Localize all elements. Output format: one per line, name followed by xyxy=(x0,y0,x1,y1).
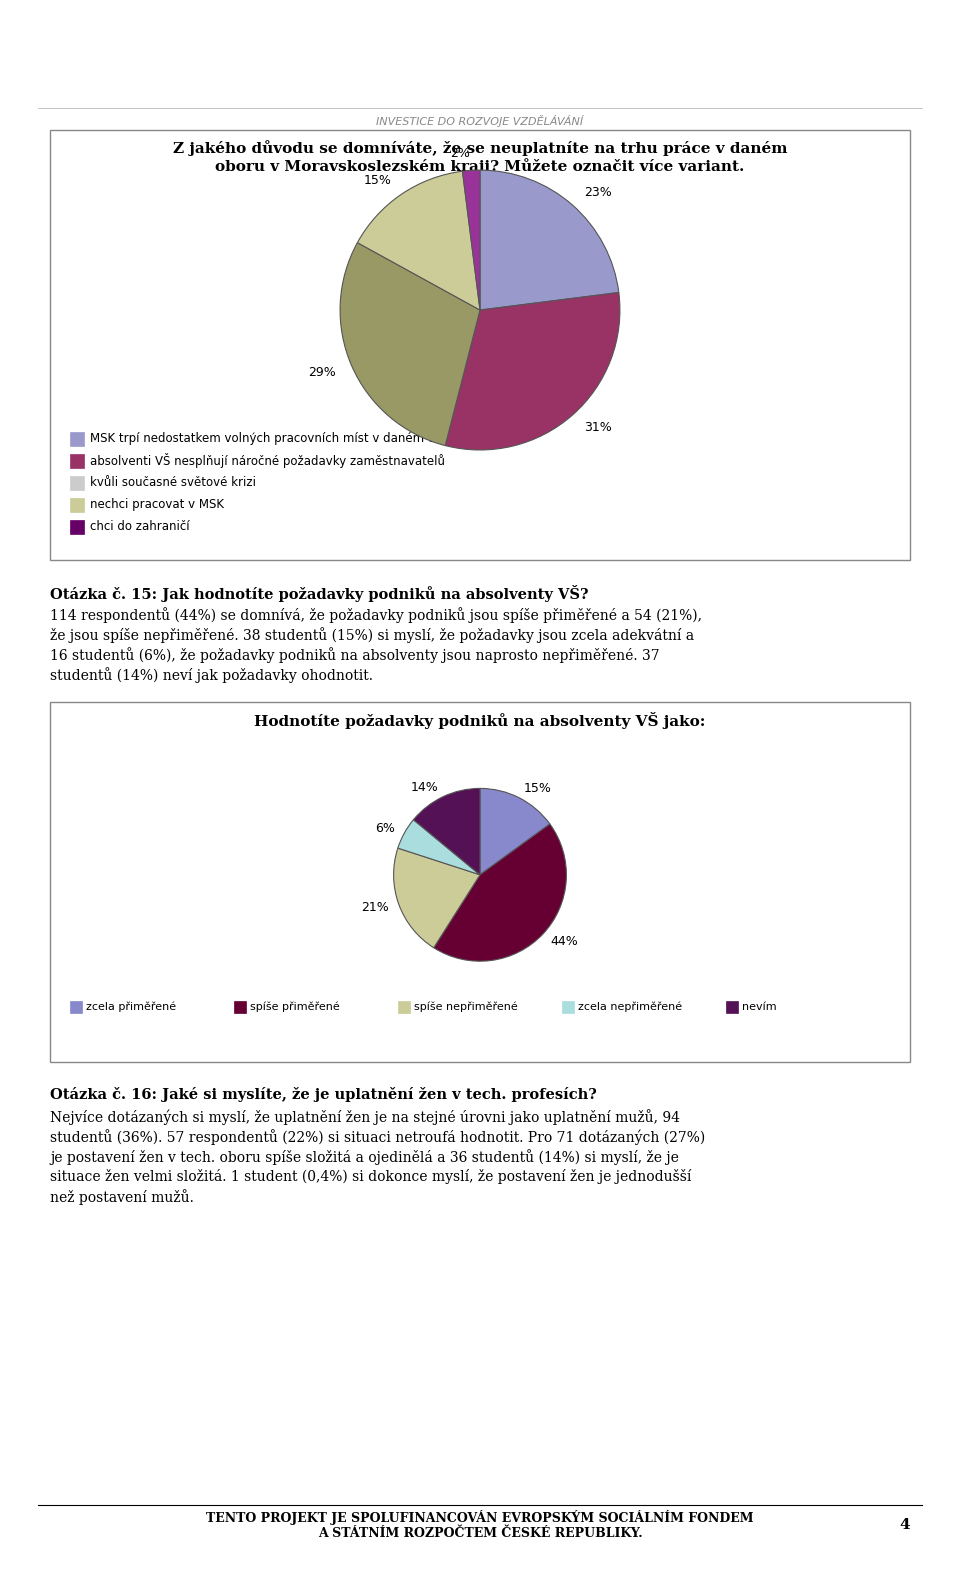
Text: studentů (14%) neví jak požadavky ohodnotit.: studentů (14%) neví jak požadavky ohodno… xyxy=(50,666,373,682)
Text: TENTO PROJEKT JE SPOLUFINANCOVÁN EVROPSKÝM SOCIÁLNÍM FONDEM
A STÁTNÍM ROZPOČTEM : TENTO PROJEKT JE SPOLUFINANCOVÁN EVROPSK… xyxy=(206,1510,754,1541)
Text: 15%: 15% xyxy=(524,782,552,795)
Wedge shape xyxy=(394,847,480,948)
Text: situace žen velmi složitá. 1 student (0,4%) si dokonce myslí, že postavení žen j: situace žen velmi složitá. 1 student (0,… xyxy=(50,1169,691,1185)
Bar xyxy=(726,1002,738,1013)
Bar xyxy=(70,475,84,490)
Text: zcela nepřiměřené: zcela nepřiměřené xyxy=(578,1002,683,1013)
Text: studentů (36%). 57 respondentů (22%) si situaci netroufá hodnotit. Pro 71 dotáza: studentů (36%). 57 respondentů (22%) si … xyxy=(50,1129,706,1145)
Wedge shape xyxy=(340,243,480,445)
Wedge shape xyxy=(480,170,619,310)
Text: 114 respondentů (44%) se domnívá, že požadavky podniků jsou spíše přiměřené a 54: 114 respondentů (44%) se domnívá, že pož… xyxy=(50,607,702,623)
Text: Z jakého důvodu se domníváte, že se neuplatníte na trhu práce v daném
oboru v Mo: Z jakého důvodu se domníváte, že se neup… xyxy=(173,140,787,175)
Text: 6%: 6% xyxy=(375,822,396,835)
Text: 23%: 23% xyxy=(584,186,612,199)
Text: že jsou spíše nepřiměřené. 38 studentů (15%) si myslí, že požadavky jsou zcela a: že jsou spíše nepřiměřené. 38 studentů (… xyxy=(50,626,694,642)
Text: 14%: 14% xyxy=(411,781,439,793)
FancyBboxPatch shape xyxy=(50,130,910,560)
Text: nechci pracovat v MSK: nechci pracovat v MSK xyxy=(90,498,224,510)
Text: nevím: nevím xyxy=(742,1002,777,1011)
Wedge shape xyxy=(463,170,480,310)
Text: absolventi VŠ nesplňují náročné požadavky zaměstnavatelů: absolventi VŠ nesplňují náročné požadavk… xyxy=(90,453,445,467)
Text: chci do zahraničí: chci do zahraničí xyxy=(90,520,190,533)
Bar xyxy=(70,520,84,534)
Text: Otázka č. 15: Jak hodnotíte požadavky podniků na absolventy VŠ?: Otázka č. 15: Jak hodnotíte požadavky po… xyxy=(50,585,588,603)
Text: 2%: 2% xyxy=(450,148,470,161)
Text: spíše nepřiměřené: spíše nepřiměřené xyxy=(414,1002,517,1013)
Bar xyxy=(562,1002,574,1013)
Text: než postavení mužů.: než postavení mužů. xyxy=(50,1189,194,1205)
Text: 44%: 44% xyxy=(550,935,578,948)
Wedge shape xyxy=(414,789,480,874)
Text: 4: 4 xyxy=(900,1518,910,1533)
Wedge shape xyxy=(397,820,480,875)
Wedge shape xyxy=(445,293,620,450)
Text: 15%: 15% xyxy=(364,173,392,188)
Text: je postavení žen v tech. oboru spíše složitá a ojedinělá a 36 studentů (14%) si : je postavení žen v tech. oboru spíše slo… xyxy=(50,1150,679,1165)
Text: Otázka č. 16: Jaké si myslíte, že je uplatnění žen v tech. profesích?: Otázka č. 16: Jaké si myslíte, že je upl… xyxy=(50,1088,597,1102)
Text: INVESTICE DO ROZVOJE VZDĚLÁVÁNÍ: INVESTICE DO ROZVOJE VZDĚLÁVÁNÍ xyxy=(376,114,584,127)
Text: 21%: 21% xyxy=(361,902,389,914)
Text: MSK trpí nedostatkem volných pracovních míst v daném oboru: MSK trpí nedostatkem volných pracovních … xyxy=(90,432,462,445)
Bar xyxy=(70,453,84,467)
Text: kvůli současné světové krizi: kvůli současné světové krizi xyxy=(90,475,256,490)
Text: 31%: 31% xyxy=(584,421,612,434)
Bar xyxy=(70,1002,82,1013)
Bar xyxy=(70,431,84,445)
Text: Hodnotíte požadavky podniků na absolventy VŠ jako:: Hodnotíte požadavky podniků na absolvent… xyxy=(254,712,706,728)
Bar xyxy=(398,1002,410,1013)
Text: 16 studentů (6%), že požadavky podniků na absolventy jsou naprosto nepřiměřené. : 16 studentů (6%), že požadavky podniků n… xyxy=(50,647,660,663)
Text: spíše přiměřené: spíše přiměřené xyxy=(250,1002,340,1013)
Wedge shape xyxy=(357,172,480,310)
Bar xyxy=(70,498,84,512)
Text: 29%: 29% xyxy=(308,366,336,378)
Text: zcela přiměřené: zcela přiměřené xyxy=(86,1002,176,1013)
Wedge shape xyxy=(480,789,550,874)
Text: Nejvíce dotázaných si myslí, že uplatnění žen je na stejné úrovni jako uplatnění: Nejvíce dotázaných si myslí, že uplatněn… xyxy=(50,1108,680,1124)
FancyBboxPatch shape xyxy=(50,703,910,1062)
Bar xyxy=(234,1002,246,1013)
Wedge shape xyxy=(434,824,566,962)
